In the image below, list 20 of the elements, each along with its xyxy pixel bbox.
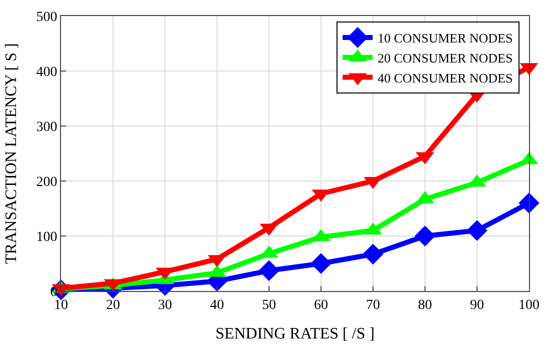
- x-tick-label: 20: [106, 298, 120, 313]
- legend-label: 10 CONSUMER NODES: [378, 30, 513, 46]
- x-tick-label: 70: [366, 298, 380, 313]
- x-tick-label: 30: [158, 298, 172, 313]
- x-axis-title: SENDING RATES [ /S ]: [215, 326, 375, 342]
- y-tick-label: 100: [36, 230, 58, 245]
- x-tick-label: 40: [210, 298, 224, 313]
- x-tick-label: 50: [262, 298, 276, 313]
- y-tick-label: 500: [36, 10, 58, 25]
- x-tick-label: 60: [314, 298, 328, 313]
- y-tick-label: 400: [36, 64, 58, 80]
- legend-label: 40 CONSUMER NODES: [378, 70, 513, 86]
- legend-label: 20 CONSUMER NODES: [378, 50, 513, 66]
- y-axis-title: TRANSACTION LATENCY [ S ]: [3, 43, 20, 264]
- x-tick-label: 80: [418, 298, 432, 313]
- x-tick-label: 10: [54, 298, 68, 313]
- x-tick-label: 90: [470, 298, 484, 313]
- y-tick-label: 200: [36, 174, 58, 190]
- x-tick-label: 100: [518, 298, 540, 313]
- y-tick-label: 300: [36, 120, 58, 135]
